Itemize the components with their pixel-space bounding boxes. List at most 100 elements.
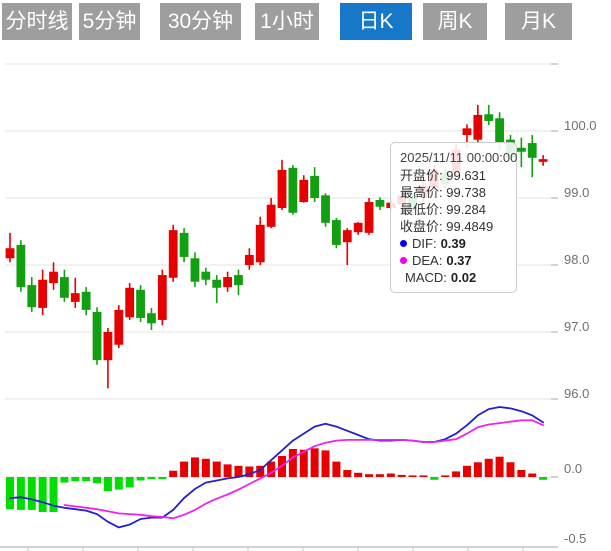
candle[interactable] — [179, 232, 189, 257]
price-axis-label: 97.0 — [564, 319, 589, 334]
candle[interactable] — [114, 309, 124, 345]
candle[interactable] — [5, 248, 15, 259]
price-axis-label: 99.0 — [564, 185, 589, 200]
candle[interactable] — [495, 118, 504, 144]
tab-30min[interactable]: 30分钟 — [160, 3, 241, 40]
tooltip-macd-row: MACD: 0.02 — [405, 270, 477, 285]
tooltip-low-row: 最低价: 99.284 — [400, 202, 487, 217]
candle[interactable] — [27, 285, 37, 308]
macd-histogram-bar — [201, 458, 210, 477]
macd-histogram-bar — [60, 477, 69, 483]
macd-histogram-bar — [517, 470, 526, 477]
candle[interactable] — [299, 179, 309, 203]
candle-tooltip: 2025/11/11 00:00:00 开盘价: 99.631 最高价: 99.… — [390, 142, 517, 293]
macd-histogram-bar — [473, 462, 482, 477]
macd-histogram-bar — [125, 477, 134, 488]
macd-axis-label: 0.0 — [564, 461, 582, 476]
macd-histogram-bar — [441, 475, 450, 477]
candle[interactable] — [201, 271, 211, 280]
tab-weekly-k[interactable]: 周K — [423, 3, 487, 40]
macd-histogram-bar — [506, 462, 515, 477]
candle[interactable] — [310, 175, 320, 198]
dif-line — [9, 406, 544, 529]
macd-histogram-bar — [136, 477, 145, 481]
dea-line — [63, 419, 544, 520]
candle[interactable] — [49, 271, 58, 284]
candle[interactable] — [157, 275, 167, 320]
candle[interactable] — [190, 258, 200, 282]
candle[interactable] — [16, 244, 26, 288]
candle[interactable] — [266, 204, 276, 227]
price-axis-label: 96.0 — [564, 386, 589, 401]
tooltip-close-row: 收盘价: 99.4849 — [400, 219, 494, 234]
macd-histogram-bar — [539, 477, 548, 480]
macd-histogram-bar — [93, 477, 102, 484]
candle[interactable] — [332, 220, 341, 245]
candle[interactable] — [353, 222, 363, 233]
macd-histogram-bar — [71, 477, 80, 482]
candle[interactable] — [473, 114, 483, 140]
candle[interactable] — [92, 311, 102, 361]
macd-histogram-bar — [452, 471, 461, 477]
macd-histogram-bar — [27, 477, 36, 510]
candle[interactable] — [38, 279, 48, 308]
tooltip-timestamp: 2025/11/11 00:00:00 — [400, 150, 518, 165]
candle[interactable] — [70, 293, 80, 302]
candle[interactable] — [484, 114, 494, 121]
candle[interactable] — [103, 332, 113, 361]
candle[interactable] — [168, 230, 178, 278]
candle[interactable] — [212, 279, 222, 288]
candle[interactable] — [255, 224, 265, 263]
macd-histogram-bar — [408, 475, 417, 477]
candle[interactable] — [60, 277, 69, 298]
macd-histogram-bar — [103, 477, 112, 491]
macd-histogram-bar — [223, 464, 232, 477]
macd-histogram-bar — [6, 477, 14, 510]
macd-histogram-bar — [321, 450, 330, 477]
candle[interactable] — [375, 200, 385, 207]
candle[interactable] — [81, 291, 91, 310]
tooltip-high-row: 最高价: 99.738 — [400, 185, 487, 200]
candle[interactable] — [125, 287, 135, 318]
candle[interactable] — [234, 275, 243, 286]
candle[interactable] — [364, 202, 374, 233]
tooltip-dif-row: DIF: 0.39 — [400, 235, 507, 252]
macd-histogram-bar — [82, 477, 91, 482]
candle[interactable] — [277, 169, 287, 209]
macd-histogram-bar — [386, 473, 395, 477]
candle[interactable] — [288, 167, 298, 213]
price-axis-label: 100.0 — [564, 118, 597, 133]
macd-histogram-bar — [462, 465, 471, 477]
candle[interactable] — [244, 254, 254, 265]
tab-1hour[interactable]: 1小时 — [255, 3, 319, 40]
candle[interactable] — [342, 230, 352, 243]
macd-histogram-bar — [169, 470, 178, 477]
macd-histogram-bar — [343, 470, 352, 477]
candle[interactable] — [538, 159, 548, 162]
macd-histogram-bar — [288, 449, 297, 477]
macd-histogram-bar — [354, 472, 363, 477]
macd-histogram-bar — [267, 461, 276, 477]
tab-timeline[interactable]: 分时线 — [2, 3, 72, 40]
macd-histogram-bar — [310, 448, 319, 477]
candle[interactable] — [527, 143, 537, 158]
candle[interactable] — [321, 195, 330, 223]
macd-histogram-bar — [332, 461, 341, 477]
tab-monthly-k[interactable]: 月K — [505, 3, 572, 40]
candle[interactable] — [516, 147, 526, 152]
candle[interactable] — [223, 277, 232, 288]
tab-5min[interactable]: 5分钟 — [79, 3, 140, 40]
candle[interactable] — [462, 128, 472, 136]
macd-histogram-bar — [365, 474, 374, 477]
macd-histogram-bar — [484, 458, 493, 477]
macd-histogram-bar — [158, 477, 167, 480]
candle[interactable] — [136, 289, 145, 318]
tab-daily-k[interactable]: 日K — [340, 3, 412, 40]
candle[interactable] — [147, 313, 156, 324]
macd-histogram-bar — [234, 465, 243, 477]
macd-histogram-bar — [375, 474, 384, 477]
macd-histogram-bar — [180, 461, 189, 477]
macd-histogram-bar — [114, 477, 123, 490]
tooltip-open-row: 开盘价: 99.631 — [400, 168, 487, 183]
